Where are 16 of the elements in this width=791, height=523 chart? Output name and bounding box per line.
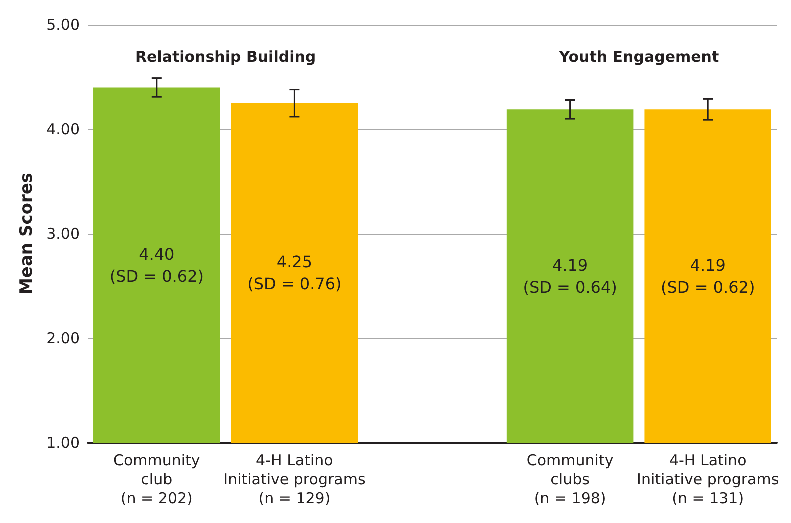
data-label: 4.40 (SD = 0.62) [110, 244, 204, 286]
y-axis-title: Mean Scores [17, 173, 38, 295]
data-label: 4.19 (SD = 0.62) [661, 256, 756, 297]
data-label: 4.19 (SD = 0.64) [523, 256, 618, 297]
y-tick-label: 5.00 [46, 16, 80, 34]
y-tick-label: 3.00 [46, 225, 80, 243]
data-label: 4.25 (SD = 0.76) [248, 252, 342, 294]
annotation: Youth Engagement [558, 48, 720, 66]
y-tick-label: 4.00 [46, 120, 80, 138]
x-tick-label: Community clubs (n = 198) [526, 452, 614, 508]
y-tick-label: 1.00 [46, 434, 80, 452]
x-tick-label: 4-H Latino Initiative programs (n = 129) [224, 452, 366, 508]
x-tick-label: Community club (n = 202) [113, 452, 200, 508]
y-tick-label: 2.00 [46, 330, 80, 348]
annotation: Relationship Building [135, 48, 316, 66]
x-tick-label: 4-H Latino Initiative programs (n = 131) [637, 452, 780, 508]
